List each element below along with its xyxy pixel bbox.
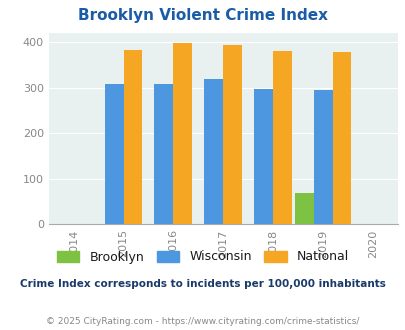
Bar — [223, 45, 242, 224]
Bar — [173, 43, 192, 224]
Bar — [154, 84, 173, 224]
Legend: Brooklyn, Wisconsin, National: Brooklyn, Wisconsin, National — [52, 246, 353, 269]
Bar — [273, 51, 292, 224]
Bar — [104, 84, 123, 224]
Bar — [294, 193, 313, 224]
Bar — [332, 52, 351, 224]
Bar — [204, 79, 223, 224]
Bar — [123, 50, 142, 224]
Bar — [313, 90, 332, 224]
Text: Brooklyn Violent Crime Index: Brooklyn Violent Crime Index — [78, 8, 327, 23]
Bar — [254, 89, 273, 224]
Text: Crime Index corresponds to incidents per 100,000 inhabitants: Crime Index corresponds to incidents per… — [20, 279, 385, 289]
Text: © 2025 CityRating.com - https://www.cityrating.com/crime-statistics/: © 2025 CityRating.com - https://www.city… — [46, 317, 359, 326]
